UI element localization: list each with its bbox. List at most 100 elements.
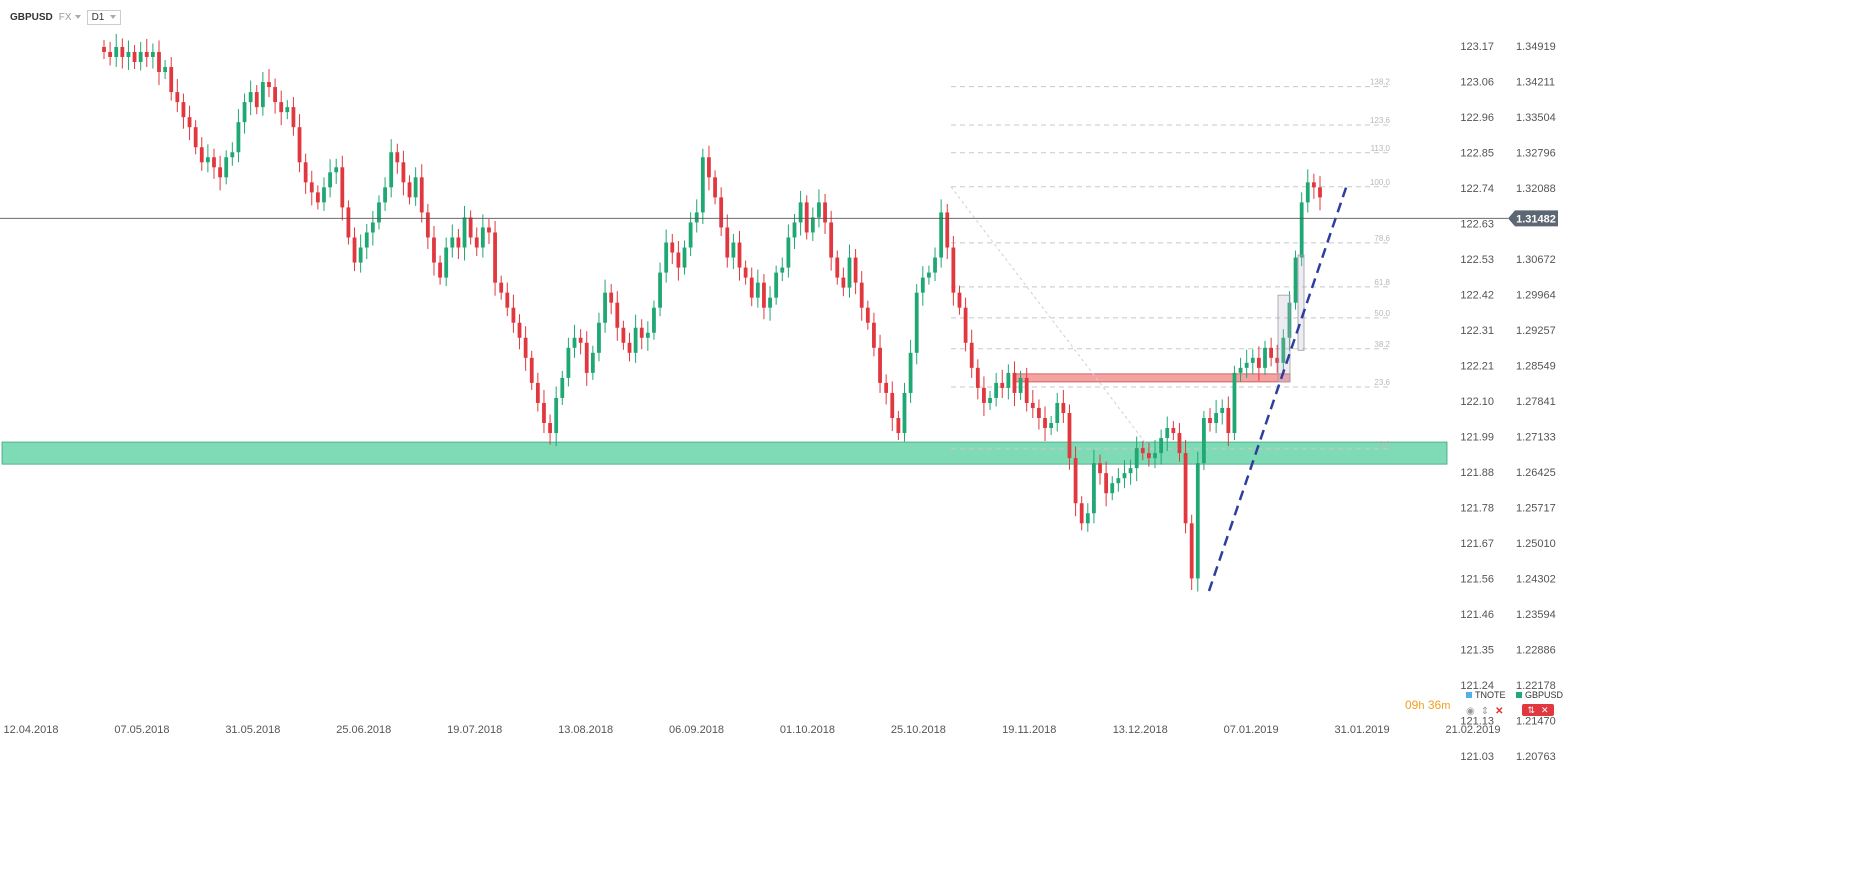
candle [1159,429,1164,465]
candle-body [817,202,821,218]
candle-body [303,162,308,183]
candle-body [1122,473,1127,479]
candle-body [1079,503,1084,524]
highlight-box [1297,254,1305,351]
series-settings-button[interactable]: ⇅ ✕ [1522,704,1554,716]
candle-body [407,182,412,198]
y-left-tick-label: 121.24 [1460,680,1494,692]
candle [743,260,748,285]
candle-body [1238,367,1243,373]
candle-body [340,167,345,208]
candle-body [1000,382,1005,388]
candle [1067,404,1072,470]
candle-body [548,423,552,434]
candle-body [205,157,210,163]
candle [914,284,919,365]
candle-body [187,117,192,128]
candle [1195,451,1200,592]
candle [902,382,907,442]
candle-body [315,192,320,203]
candle-body [639,327,644,338]
candle-body [688,222,693,248]
y-left-tick-label: 121.67 [1460,538,1494,550]
candle-body [804,202,809,233]
legend-label-tnote: TNOTE [1475,690,1506,700]
y-left-tick-label: 122.96 [1460,112,1494,124]
y-left-tick-label: 122.63 [1460,219,1494,231]
candle [1153,440,1157,469]
candle [377,195,381,230]
candle [205,144,210,173]
timeframe-selector[interactable]: D1 [86,9,122,25]
close-icon[interactable]: ✕ [1495,706,1504,717]
candle [450,224,455,258]
symbol-label[interactable]: GBPUSD [10,11,53,23]
candle [1165,416,1170,452]
y-right-tick-label: 1.29964 [1516,290,1556,302]
candle [920,266,925,306]
candle [578,329,583,355]
legend-item-tnote[interactable]: TNOTE [1466,690,1506,700]
candle-body [1134,448,1139,469]
candle-body [969,342,974,368]
candle [1134,436,1139,482]
candle-body [511,307,516,323]
candle-body [658,272,662,308]
candle-body [872,322,876,348]
candle [523,326,528,371]
candle-body [230,152,235,158]
candle [315,185,320,210]
candle [163,59,167,80]
x-tick-label: 19.07.2018 [447,724,502,736]
candle-body [975,367,980,388]
candle-body [1067,412,1072,459]
candle [1085,503,1090,532]
candle-body [1177,433,1182,454]
candle-body [432,237,436,263]
candle [670,233,675,265]
candle [884,374,889,405]
candle [1012,361,1017,406]
candle-body [1171,428,1176,434]
legend-item-gbpusd[interactable]: GBPUSD [1516,690,1563,700]
candle-body [1098,463,1102,474]
fib-level-label: 100.0 [1370,178,1391,187]
candle-body [939,212,944,258]
candle [969,329,974,378]
candle-body [419,177,424,213]
x-tick-label: 01.10.2018 [780,724,835,736]
candle-countdown: 09h 36m [1405,698,1450,712]
y-right-tick-label: 1.26425 [1516,467,1556,479]
x-tick-label: 13.08.2018 [558,724,613,736]
candle [181,93,186,129]
market-selector[interactable]: FX [59,12,81,23]
candle-body [1073,458,1078,504]
candle [1049,415,1054,436]
market-label: FX [58,11,72,23]
candle-body [1006,372,1011,388]
candle-body [462,217,467,248]
candle [1116,468,1121,492]
candle [951,235,956,306]
highlight-box [1277,294,1291,383]
y-left-tick-label: 122.53 [1460,254,1494,266]
candle-body [1140,448,1145,454]
candle [120,38,125,69]
y-left-tick-label: 121.88 [1460,467,1494,479]
candle [364,223,369,260]
candle-body [1104,473,1109,494]
candle-body [798,202,803,223]
candle-body [792,222,797,238]
candle-body [713,177,717,198]
reorder-icon[interactable]: ⇕ [1480,706,1490,717]
remove-icon: ✕ [1541,704,1549,715]
candle [1232,365,1237,441]
candle-body [664,242,669,273]
candle [236,109,241,163]
candle-body [694,212,699,223]
candle-body [309,182,314,193]
candle-body [584,342,589,373]
candle-body [920,277,925,293]
eye-icon[interactable]: ◉ [1466,706,1475,717]
